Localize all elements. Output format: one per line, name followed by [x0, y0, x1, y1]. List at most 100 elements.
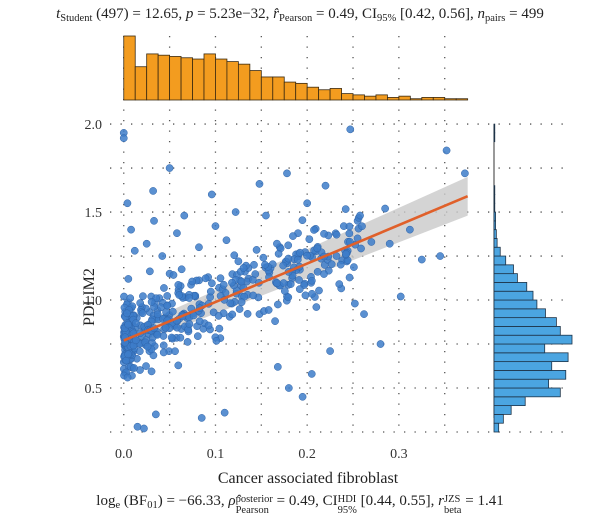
rbeta-subscript: beta [443, 505, 462, 516]
data-point [123, 309, 131, 318]
y-hist-bar [493, 299, 538, 310]
x-hist-bar [134, 66, 148, 101]
data-point [298, 392, 307, 401]
data-point [183, 338, 192, 346]
x-hist-bar [203, 53, 216, 101]
data-point [160, 284, 168, 292]
x-tick-label: 0.3 [390, 447, 408, 462]
y-tick-label: 0.5 [85, 382, 103, 397]
x-hist-bar [260, 76, 274, 101]
data-point [237, 298, 246, 307]
data-point [123, 199, 132, 208]
rho-subscript: Pearson [235, 505, 269, 516]
data-point [308, 290, 316, 298]
y-hist-bar [493, 387, 561, 398]
x-hist-bar [364, 95, 377, 101]
x-hist-bar [123, 35, 136, 101]
data-point [289, 232, 297, 240]
x-hist-bar [157, 54, 171, 101]
data-point [315, 286, 323, 295]
x-hist-bar [409, 98, 423, 101]
hdi-subscript: 95% [337, 505, 357, 516]
data-point [279, 261, 288, 270]
x-hist-bar [249, 70, 262, 101]
data-point [342, 250, 350, 258]
data-point [360, 310, 368, 318]
y-hist-bar [493, 422, 500, 433]
data-point [185, 294, 194, 302]
x-hist-bar [352, 94, 365, 101]
data-point [204, 321, 213, 330]
y-hist-bar [493, 229, 497, 239]
data-point [159, 348, 168, 357]
rbeta-symbol: r [438, 493, 444, 509]
rho-symbol: ρ̂ [228, 493, 236, 509]
data-point [320, 229, 328, 238]
rho-superscript: posterior [235, 494, 273, 505]
x-hist-bar [215, 58, 228, 101]
data-point [180, 211, 189, 220]
data-point [261, 260, 269, 269]
t-subscript: Student [60, 13, 93, 24]
data-point [142, 239, 151, 248]
x-tick-label: 0.1 [207, 447, 225, 462]
r-value: = 0.49, CI [312, 6, 377, 22]
y-hist-bar [493, 255, 507, 266]
ci-subscript: 95% [376, 13, 397, 24]
data-point [195, 243, 203, 252]
data-point [119, 134, 128, 143]
data-point [147, 298, 156, 306]
data-point [207, 190, 216, 199]
data-point [274, 300, 282, 309]
x-hist-bar [180, 57, 193, 101]
data-point [307, 276, 316, 285]
data-point [222, 236, 231, 245]
data-point [406, 225, 414, 234]
data-point [142, 362, 150, 370]
x-hist-bar [295, 82, 308, 101]
data-point [143, 342, 152, 351]
tick-labels: 0.0 0.1 0.2 0.3 0.5 1.0 1.5 2.0 [85, 118, 408, 462]
n-symbol: n [477, 6, 485, 22]
data-point [461, 169, 469, 178]
data-point [283, 169, 291, 178]
t-symbol: t [56, 6, 61, 22]
data-point [150, 217, 158, 225]
x-hist-bar [146, 53, 159, 101]
x-marginal-histogram [123, 35, 469, 101]
data-point [350, 263, 358, 271]
data-point [197, 414, 206, 422]
data-point [206, 287, 215, 296]
data-point [139, 292, 147, 301]
data-point [174, 281, 183, 289]
rho-value: = 0.49, CI [272, 493, 338, 509]
y-hist-bar [493, 282, 528, 292]
x-hist-bar [169, 56, 182, 101]
y-hist-bar [493, 246, 501, 257]
y-hist-bar [493, 396, 526, 407]
r-symbol: r̂ [273, 6, 280, 22]
y-hist-bar [493, 123, 496, 134]
data-point [296, 248, 304, 257]
data-point [385, 239, 394, 248]
rbeta-value: = 1.41 [461, 493, 504, 509]
data-point [230, 251, 239, 260]
data-point [273, 239, 281, 248]
data-point [127, 225, 135, 234]
y-tick-label: 1.5 [85, 206, 103, 221]
rho-scripts: posterior Pearson [236, 494, 273, 516]
x-hist-bar [341, 93, 354, 101]
data-point [252, 246, 261, 254]
data-point [310, 226, 318, 234]
data-point [305, 235, 314, 244]
data-point [273, 363, 282, 371]
data-point [367, 238, 376, 246]
data-point [149, 187, 157, 195]
data-point [235, 305, 244, 313]
data-point [295, 276, 303, 284]
data-point [284, 384, 293, 392]
data-point [336, 260, 345, 269]
data-point [124, 275, 133, 283]
data-point [158, 252, 167, 260]
data-point [396, 292, 405, 301]
